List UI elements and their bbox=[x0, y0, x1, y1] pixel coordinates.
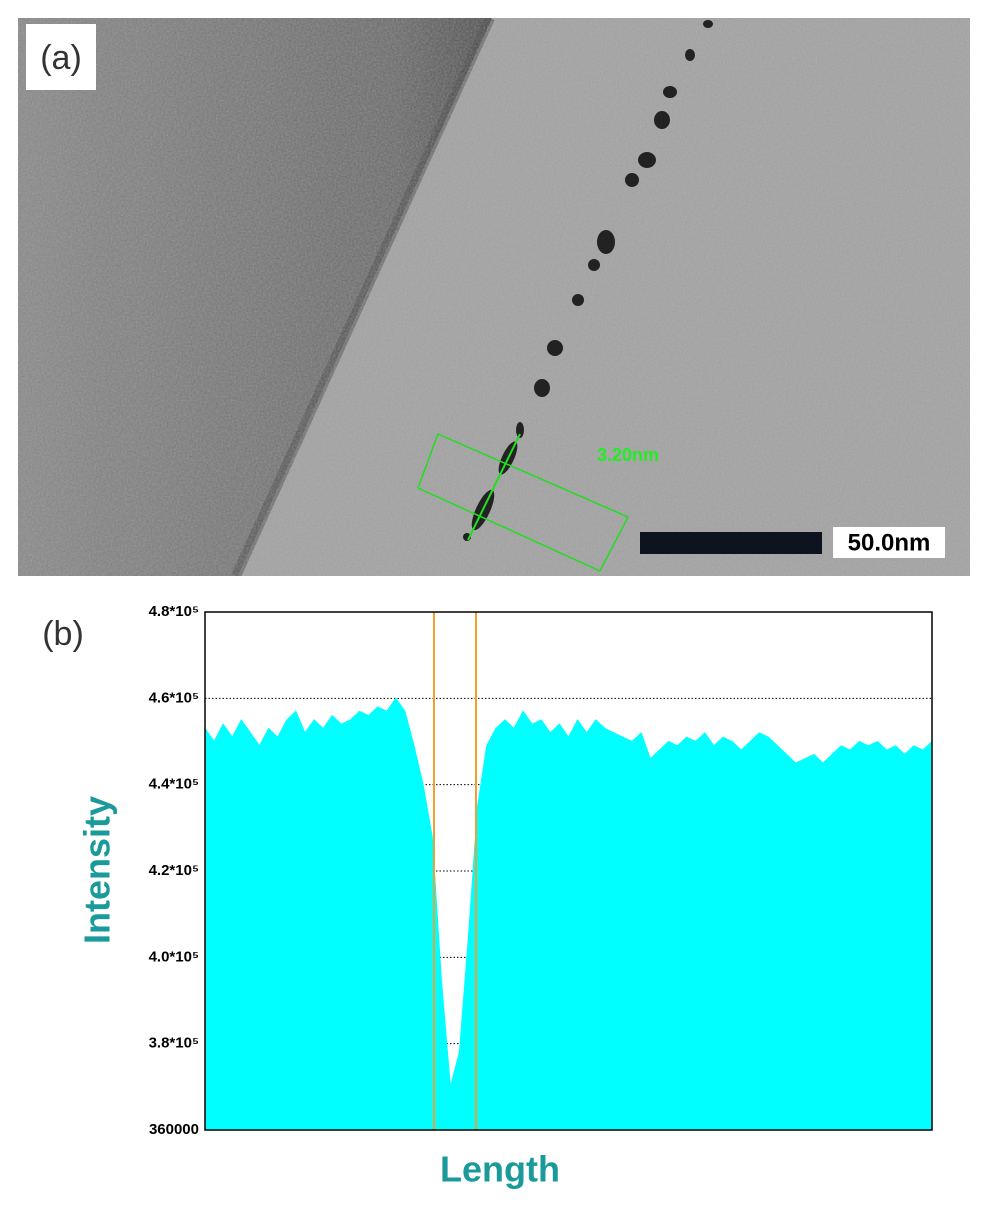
tem-image bbox=[18, 18, 970, 576]
y-tick-label: 4.2*10⁵ bbox=[149, 862, 199, 879]
plot-frame bbox=[204, 611, 933, 1131]
y-tick-label: 360000 bbox=[149, 1121, 199, 1138]
y-tick-label: 4.6*10⁵ bbox=[149, 689, 199, 706]
y-tick-label: 4.0*10⁵ bbox=[149, 948, 199, 965]
intensity-area bbox=[204, 697, 933, 1131]
panel-label: (b) bbox=[42, 615, 84, 653]
panel-label: (a) bbox=[40, 39, 82, 77]
y-tick-label: 3.8*10⁵ bbox=[149, 1035, 199, 1052]
y-axis-label: Intensity bbox=[77, 796, 118, 944]
x-axis-label: Length bbox=[440, 1149, 560, 1190]
y-tick-label: 4.4*10⁵ bbox=[149, 776, 199, 793]
scale-bar-label: 50.0nm bbox=[848, 529, 931, 556]
y-tick-label: 4.8*10⁵ bbox=[149, 603, 199, 620]
measurement-label: 3.20nm bbox=[597, 445, 659, 465]
